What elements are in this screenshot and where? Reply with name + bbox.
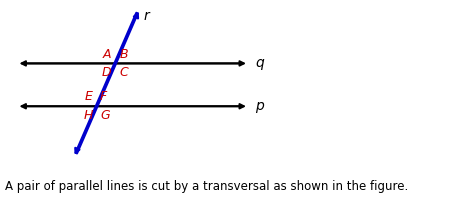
Text: q: q	[255, 56, 264, 70]
Text: E: E	[85, 90, 92, 103]
Text: p: p	[255, 99, 264, 113]
Text: G: G	[100, 108, 110, 122]
Text: A pair of parallel lines is cut by a transversal as shown in the figure.: A pair of parallel lines is cut by a tra…	[5, 180, 408, 193]
Text: H: H	[83, 108, 92, 122]
Text: F: F	[100, 90, 108, 103]
Text: A: A	[103, 48, 112, 61]
Text: C: C	[119, 66, 128, 79]
Text: B: B	[119, 48, 128, 61]
Text: D: D	[102, 66, 112, 79]
Text: r: r	[144, 9, 149, 23]
